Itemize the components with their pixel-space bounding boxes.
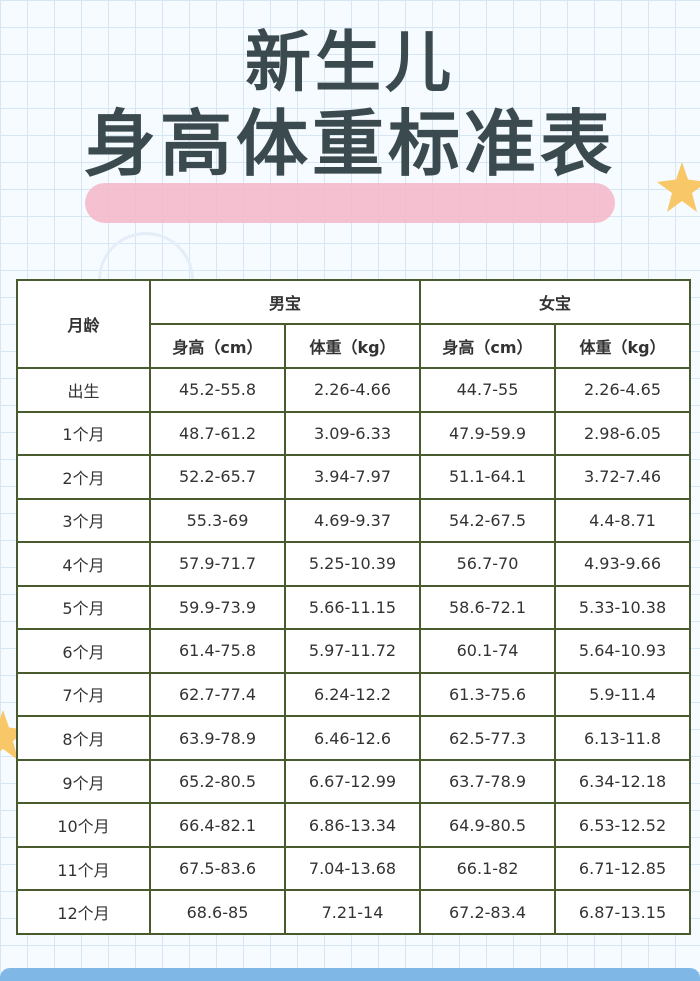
table-row: 10个月 66.4-82.1 6.86-13.34 64.9-80.5 6.53-12.… <box>16 802 692 848</box>
boy-weight-cell: 7.04-13.68 <box>283 845 422 892</box>
boy-weight-cell: 4.69-9.37 <box>283 497 422 544</box>
boy-height-cell: 59.9-73.9 <box>149 584 286 631</box>
girl-weight-header: 体重（kg） <box>554 323 692 369</box>
girl-weight-cell: 5.9-11.4 <box>554 671 692 718</box>
girl-weight-cell: 2.98-6.05 <box>554 410 692 457</box>
girl-weight-cell: 4.4-8.71 <box>554 497 692 544</box>
age-cell: 11个月 <box>16 845 151 892</box>
boy-height-cell: 63.9-78.9 <box>149 715 286 761</box>
boy-weight-header: 体重（kg） <box>283 323 422 369</box>
girl-height-cell: 60.1-74 <box>419 628 557 674</box>
table-row: 4个月 57.9-71.7 5.25-10.39 56.7-70 4.93-9.66 <box>16 541 692 587</box>
girl-weight-cell: 6.71-12.85 <box>554 845 692 892</box>
boy-weight-cell: 3.94-7.97 <box>283 454 422 500</box>
girl-height-cell: 64.9-80.5 <box>419 802 557 848</box>
boy-weight-cell: 6.86-13.34 <box>283 802 422 848</box>
girl-weight-cell: 5.33-10.38 <box>554 584 692 631</box>
boy-height-header: 身高（cm） <box>149 323 286 369</box>
boy-weight-cell: 7.21-14 <box>283 889 422 935</box>
girl-weight-cell: 6.34-12.18 <box>554 758 692 805</box>
boy-header: 男宝 <box>148 279 422 325</box>
age-cell: 1个月 <box>16 410 151 457</box>
table-body: 出生 45.2-55.8 2.26-4.66 44.7-55 2.26-4.65 1个月 4… <box>16 367 692 935</box>
age-cell: 8个月 <box>16 715 151 761</box>
table-row: 2个月 52.2-65.7 3.94-7.97 51.1-64.1 3.72-7.46 <box>16 454 692 500</box>
girl-weight-cell: 6.87-13.15 <box>554 889 692 935</box>
table-row: 6个月 61.4-75.8 5.97-11.72 60.1-74 5.64-10.93 <box>16 628 692 674</box>
girl-height-cell: 61.3-75.6 <box>419 671 557 718</box>
girl-height-cell: 58.6-72.1 <box>419 584 557 631</box>
girl-height-cell: 56.7-70 <box>419 541 557 587</box>
girl-weight-cell: 5.64-10.93 <box>554 628 692 674</box>
age-cell: 9个月 <box>16 758 151 805</box>
age-cell: 12个月 <box>16 889 151 935</box>
table-row: 出生 45.2-55.8 2.26-4.66 44.7-55 2.26-4.65 <box>16 367 692 413</box>
girl-height-cell: 62.5-77.3 <box>419 715 557 761</box>
table-row: 8个月 63.9-78.9 6.46-12.6 62.5-77.3 6.13-11.8 <box>16 715 692 761</box>
boy-height-cell: 67.5-83.6 <box>149 845 286 892</box>
age-cell: 出生 <box>16 367 151 413</box>
boy-height-cell: 45.2-55.8 <box>149 367 286 413</box>
age-cell: 10个月 <box>16 802 151 848</box>
girl-header: 女宝 <box>419 279 692 325</box>
title-highlight-bar <box>85 183 615 223</box>
table-row: 3个月 55.3-69 4.69-9.37 54.2-67.5 4.4-8.71 <box>16 497 692 544</box>
bottom-bar <box>0 968 700 981</box>
girl-height-header: 身高（cm） <box>419 323 557 369</box>
boy-height-cell: 68.6-85 <box>149 889 286 935</box>
boy-weight-cell: 6.67-12.99 <box>283 758 422 805</box>
title-line-2: 身高体重标准表 <box>83 102 616 186</box>
girl-height-cell: 66.1-82 <box>419 845 557 892</box>
boy-height-cell: 65.2-80.5 <box>149 758 286 805</box>
girl-height-cell: 47.9-59.9 <box>419 410 557 457</box>
boy-weight-cell: 6.24-12.2 <box>283 671 422 718</box>
girl-height-cell: 44.7-55 <box>419 367 557 413</box>
table-row: 11个月 67.5-83.6 7.04-13.68 66.1-82 6.71-12.85 <box>16 845 692 892</box>
table-row: 9个月 65.2-80.5 6.67-12.99 63.7-78.9 6.34-12.1… <box>16 758 692 805</box>
table-row: 7个月 62.7-77.4 6.24-12.2 61.3-75.6 5.9-11.4 <box>16 671 692 718</box>
boy-height-cell: 62.7-77.4 <box>149 671 286 718</box>
boy-weight-cell: 6.46-12.6 <box>283 715 422 761</box>
girl-height-cell: 63.7-78.9 <box>419 758 557 805</box>
girl-height-cell: 67.2-83.4 <box>419 889 557 935</box>
table-row: 12个月 68.6-85 7.21-14 67.2-83.4 6.87-13.15 <box>16 889 692 935</box>
girl-weight-cell: 2.26-4.65 <box>554 367 692 413</box>
boy-height-cell: 52.2-65.7 <box>149 454 286 500</box>
boy-height-cell: 55.3-69 <box>149 497 286 544</box>
age-cell: 7个月 <box>16 671 151 718</box>
table-row: 1个月 48.7-61.2 3.09-6.33 47.9-59.9 2.98-6.05 <box>16 410 692 457</box>
boy-weight-cell: 5.97-11.72 <box>283 628 422 674</box>
boy-weight-cell: 3.09-6.33 <box>283 410 422 457</box>
boy-weight-cell: 5.25-10.39 <box>283 541 422 587</box>
girl-weight-cell: 6.53-12.52 <box>554 802 692 848</box>
page-title: 新生儿 身高体重标准表 <box>0 24 700 186</box>
girl-weight-cell: 3.72-7.46 <box>554 454 692 500</box>
title-line-1: 新生儿 <box>245 24 455 101</box>
girl-height-cell: 54.2-67.5 <box>419 497 557 544</box>
girl-weight-cell: 6.13-11.8 <box>554 715 692 761</box>
age-cell: 3个月 <box>16 497 151 544</box>
boy-weight-cell: 2.26-4.66 <box>283 367 422 413</box>
girl-height-cell: 51.1-64.1 <box>419 454 557 500</box>
boy-weight-cell: 5.66-11.15 <box>283 584 422 631</box>
girl-weight-cell: 4.93-9.66 <box>554 541 692 587</box>
age-cell: 2个月 <box>16 454 151 500</box>
age-header: 月龄 <box>16 279 151 369</box>
boy-height-cell: 57.9-71.7 <box>149 541 286 587</box>
age-cell: 4个月 <box>16 541 151 587</box>
boy-height-cell: 66.4-82.1 <box>149 802 286 848</box>
boy-height-cell: 48.7-61.2 <box>149 410 286 457</box>
age-cell: 6个月 <box>16 628 151 674</box>
table-row: 5个月 59.9-73.9 5.66-11.15 58.6-72.1 5.33-10.3… <box>16 584 692 631</box>
growth-standard-table: 月龄 男宝 女宝 身高（cm） 体重（kg） 身高（cm） 体重（kg） 出生 4… <box>16 279 692 935</box>
age-cell: 5个月 <box>16 584 151 631</box>
boy-height-cell: 61.4-75.8 <box>149 628 286 674</box>
